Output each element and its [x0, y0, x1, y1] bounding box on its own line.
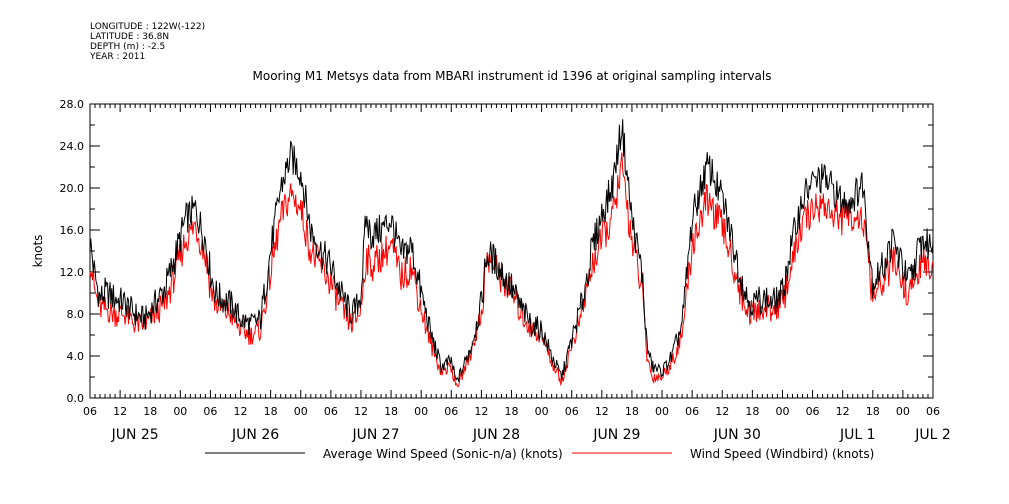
legend-label-average: Average Wind Speed (Sonic-n/a) (knots)	[323, 447, 563, 461]
depth-text: DEPTH (m) : -2.5	[90, 42, 166, 52]
legend-label-windbird: Wind Speed (Windbird) (knots)	[690, 447, 874, 461]
x-hour-label: 00	[896, 405, 910, 418]
series-line-1	[89, 152, 934, 388]
x-hour-label: 12	[113, 405, 127, 418]
x-hour-label: 12	[595, 405, 609, 418]
y-tick-label: 20.0	[60, 182, 85, 195]
x-hour-label: 12	[836, 405, 850, 418]
mooring-metadata: LONGITUDE : 122W(-122) LATITUDE : 36.8N …	[90, 22, 205, 62]
x-hour-label: 00	[173, 405, 187, 418]
y-tick-label: 16.0	[60, 224, 85, 237]
x-hour-label: 06	[685, 405, 699, 418]
y-tick-label: 12.0	[60, 266, 85, 279]
y-tick-label: 4.0	[67, 350, 85, 363]
x-hour-label: 12	[715, 405, 729, 418]
x-hour-label: 06	[203, 405, 217, 418]
y-tick-label: 8.0	[67, 308, 85, 321]
x-hour-label: 00	[414, 405, 428, 418]
x-hour-label: 06	[324, 405, 338, 418]
x-day-label: JUN 27	[351, 427, 399, 443]
x-day-label: JUL 2	[914, 427, 951, 443]
series-line-0	[89, 119, 934, 382]
x-axis: 06 12 18 00 06 12 18 00 06 12 18 00 06 12 18 00 06 12 18 00…	[83, 104, 951, 443]
x-day-label: JUL 1	[839, 427, 876, 443]
y-tick-label: 28.0	[60, 98, 85, 111]
x-day-label: JUN 26	[231, 427, 279, 443]
y-axis-label: knots	[31, 235, 45, 268]
x-hour-label: 00	[655, 405, 669, 418]
chart-title: Mooring M1 Metsys data from MBARI instru…	[253, 69, 772, 83]
y-tick-label: 0.0	[67, 392, 85, 405]
x-hour-label: 06	[565, 405, 579, 418]
x-hour-label: 00	[535, 405, 549, 418]
x-day-label: JUN 25	[111, 427, 159, 443]
x-hour-label: 18	[505, 405, 519, 418]
x-hour-label: 06	[806, 405, 820, 418]
y-axis: 0.0 4.0 8.0 12.0 16.0 20.0 24.0 28.0	[60, 98, 933, 405]
x-hour-label: 12	[474, 405, 488, 418]
x-hour-label: 12	[354, 405, 368, 418]
y-tick-label: 24.0	[60, 140, 85, 153]
x-day-label: JUN 28	[472, 427, 520, 443]
year-text: YEAR : 2011	[90, 52, 146, 62]
x-hour-label: 18	[143, 405, 157, 418]
x-hour-label: 18	[384, 405, 398, 418]
plot-frame	[89, 103, 934, 399]
x-hour-label: 18	[264, 405, 278, 418]
x-hour-label: 18	[745, 405, 759, 418]
series-group	[89, 119, 934, 388]
x-day-label: JUN 29	[592, 427, 640, 443]
x-hour-label: 18	[625, 405, 639, 418]
x-hour-label: 00	[775, 405, 789, 418]
latitude-text: LATITUDE : 36.8N	[90, 32, 170, 42]
x-hour-label: 06	[444, 405, 458, 418]
x-hour-label: 12	[234, 405, 248, 418]
legend: Average Wind Speed (Sonic-n/a) (knots) W…	[205, 447, 874, 461]
x-hour-label: 06	[83, 405, 97, 418]
x-hour-label: 00	[294, 405, 308, 418]
x-hour-label: 06	[926, 405, 940, 418]
longitude-text: LONGITUDE : 122W(-122)	[90, 22, 206, 32]
x-hour-label: 18	[866, 405, 880, 418]
x-day-label: JUN 30	[713, 427, 761, 443]
